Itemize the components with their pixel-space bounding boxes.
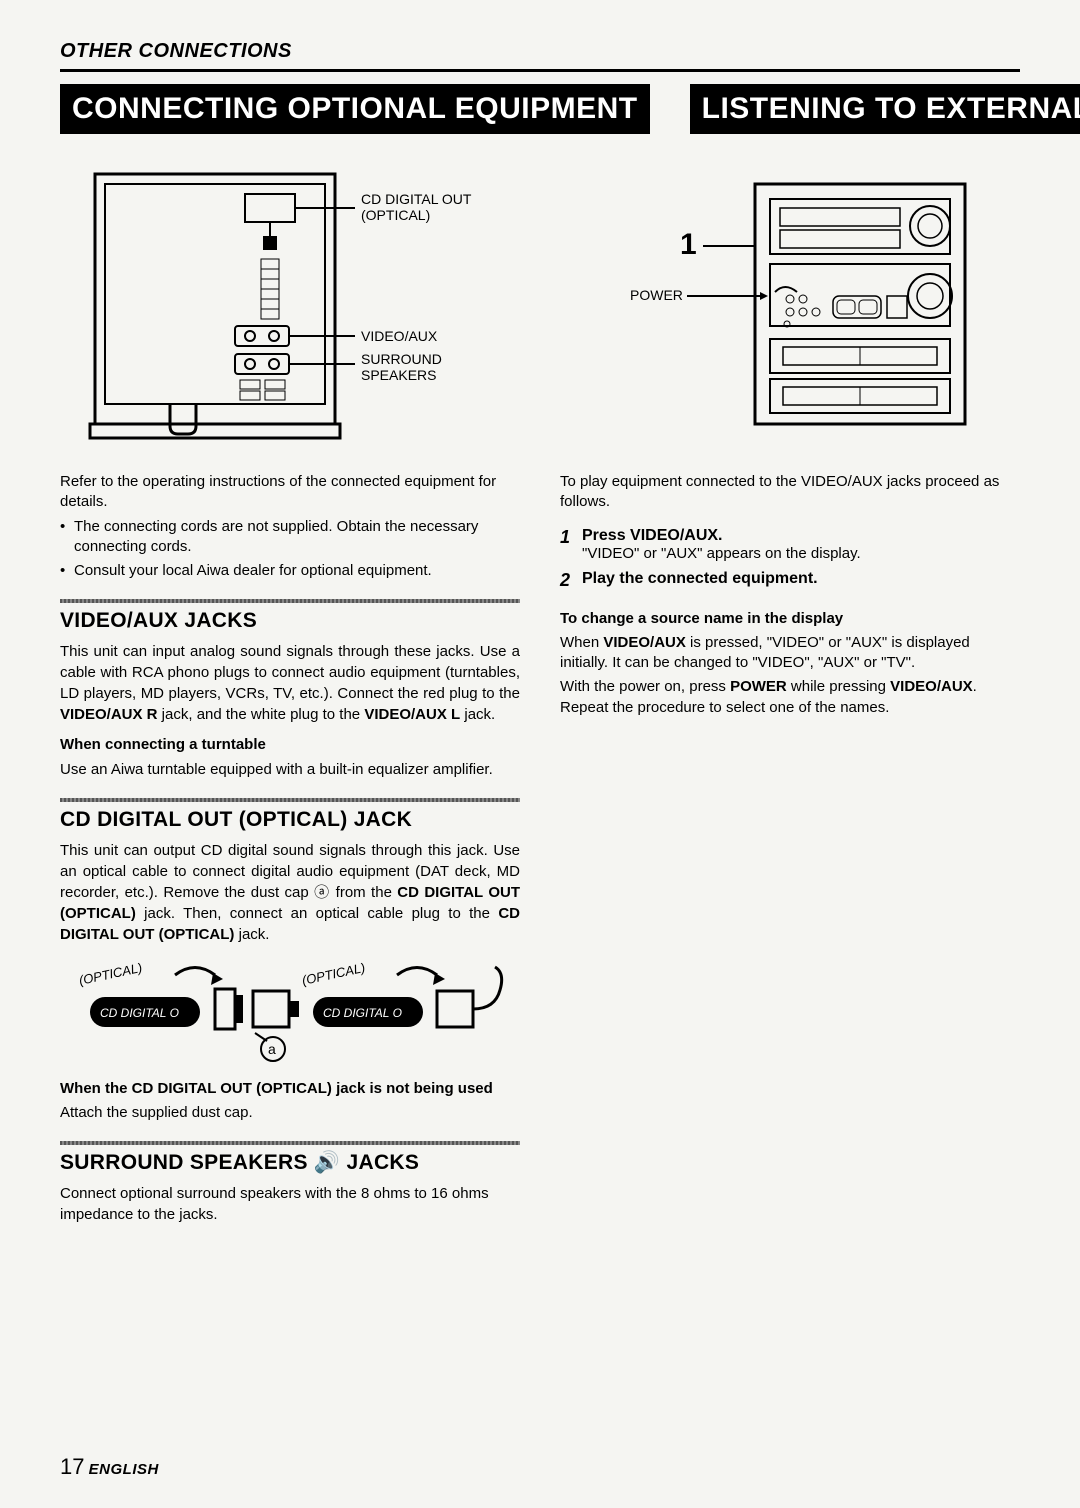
svg-text:(OPTICAL): (OPTICAL) xyxy=(78,960,144,988)
step-2-title: Play the connected equipment. xyxy=(582,570,818,588)
step-1-sub: "VIDEO" or "AUX" appears on the display. xyxy=(582,545,861,562)
label-one: 1 xyxy=(680,228,697,261)
right-column: 1 POWER xyxy=(560,164,1020,1235)
svg-text:CD DIGITAL O: CD DIGITAL O xyxy=(323,1006,402,1020)
heading-surround-speakers: SURROUND SPEAKERS 🔊 JACKS xyxy=(60,1151,520,1175)
change-source-heading: To change a source name in the display xyxy=(560,609,1020,629)
section-label: OTHER CONNECTIONS xyxy=(60,40,1020,63)
label-surround: SURROUND xyxy=(361,351,442,367)
divider-3 xyxy=(60,1141,520,1145)
step-1-number: 1 xyxy=(560,527,582,562)
banner-right: LISTENING TO EXTERNAL SOURCES xyxy=(690,84,1080,134)
intro-bullet-2: •Consult your local Aiwa dealer for opti… xyxy=(60,561,520,581)
front-panel-diagram: 1 POWER xyxy=(560,164,1020,444)
step-1-title: Press VIDEO/AUX. xyxy=(582,527,861,545)
label-video-aux: VIDEO/AUX xyxy=(361,328,438,344)
divider-1 xyxy=(60,599,520,603)
label-power: POWER xyxy=(630,287,683,303)
video-aux-para: This unit can input analog sound signals… xyxy=(60,641,520,725)
step-2-number: 2 xyxy=(560,570,582,591)
intro-bullet-1: •The connecting cords are not supplied. … xyxy=(60,517,520,558)
change-source-p1: When VIDEO/AUX is pressed, "VIDEO" or "A… xyxy=(560,633,1020,674)
dustcap-text: Attach the supplied dust cap. xyxy=(60,1103,520,1123)
left-column: CD DIGITAL OUT (OPTICAL) VIDEO/AUX SURRO… xyxy=(60,164,520,1235)
turntable-text: Use an Aiwa turntable equipped with a bu… xyxy=(60,760,520,780)
turntable-heading: When connecting a turntable xyxy=(60,735,520,755)
label-cd-out: CD DIGITAL OUT xyxy=(361,191,472,207)
svg-text:a: a xyxy=(268,1041,276,1057)
cd-out-para: This unit can output CD digital sound si… xyxy=(60,840,520,945)
top-rule xyxy=(60,69,1020,72)
heading-cd-digital-out: CD DIGITAL OUT (OPTICAL) JACK xyxy=(60,808,520,832)
dustcap-heading: When the CD DIGITAL OUT (OPTICAL) jack i… xyxy=(60,1079,520,1099)
svg-text:(OPTICAL): (OPTICAL) xyxy=(361,207,430,223)
svg-text:SPEAKERS: SPEAKERS xyxy=(361,367,436,383)
intro-text-1: Refer to the operating instructions of t… xyxy=(60,472,520,513)
svg-text:CD DIGITAL O: CD DIGITAL O xyxy=(100,1006,179,1020)
right-intro: To play equipment connected to the VIDEO… xyxy=(560,472,1020,513)
step-1: 1 Press VIDEO/AUX. "VIDEO" or "AUX" appe… xyxy=(560,527,1020,562)
intro-text-2: The connecting cords are not supplied. O… xyxy=(74,517,520,558)
page-number: 17 ENGLISH xyxy=(60,1454,159,1480)
svg-text:(OPTICAL): (OPTICAL) xyxy=(301,960,367,988)
change-source-p2: With the power on, press POWER while pre… xyxy=(560,677,1020,718)
banner-left: CONNECTING OPTIONAL EQUIPMENT xyxy=(60,84,650,134)
heading-video-aux-jacks: VIDEO/AUX JACKS xyxy=(60,609,520,633)
step-2: 2 Play the connected equipment. xyxy=(560,570,1020,591)
divider-2 xyxy=(60,798,520,802)
optical-cable-diagram: (OPTICAL) CD DIGITAL O a (OPTICAL) CD DI… xyxy=(60,955,520,1065)
intro-text-3: Consult your local Aiwa dealer for optio… xyxy=(74,561,432,581)
rear-panel-diagram: CD DIGITAL OUT (OPTICAL) VIDEO/AUX SURRO… xyxy=(60,164,520,444)
surround-text: Connect optional surround speakers with … xyxy=(60,1183,520,1225)
title-banners: CONNECTING OPTIONAL EQUIPMENT LISTENING … xyxy=(60,84,1020,134)
